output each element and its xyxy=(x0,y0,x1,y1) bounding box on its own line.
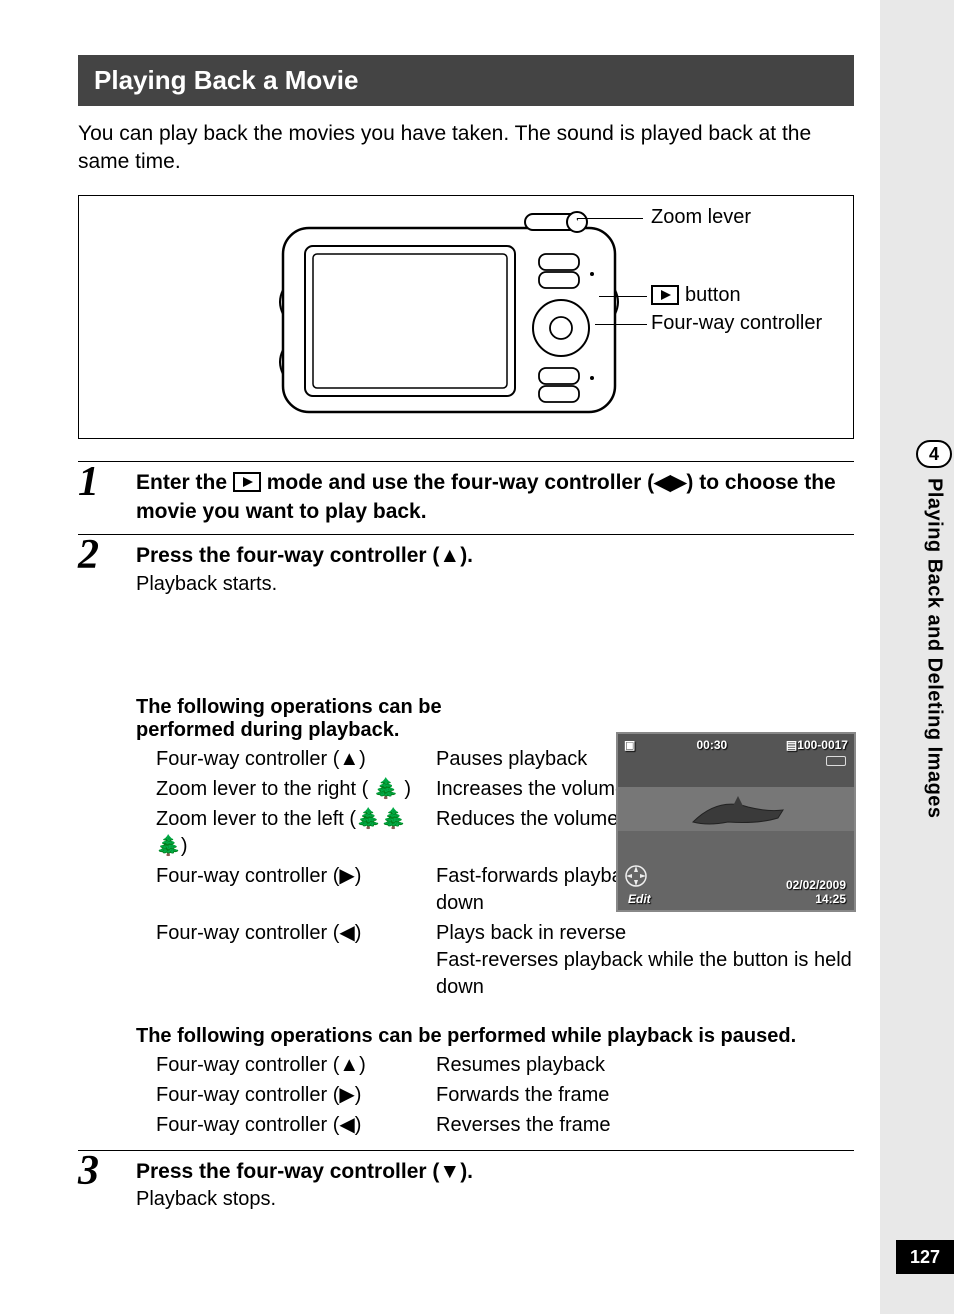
op-action: Forwards the frame xyxy=(436,1082,854,1109)
op-control: Four-way controller (▲) xyxy=(156,1052,436,1079)
callout-line xyxy=(595,324,647,326)
step-1: 1 Enter the mode and use the four-way co… xyxy=(78,461,854,527)
lcd-top-row: ▣ 00:30 ▤100-0017 xyxy=(618,734,854,752)
play-icon xyxy=(651,285,679,305)
step-1-title: Enter the mode and use the four-way cont… xyxy=(136,468,854,527)
chapter-label: Playing Back and Deleting Images xyxy=(923,478,946,819)
callout-label: Four-way controller xyxy=(651,312,822,335)
callout-four-way: Four-way controller xyxy=(651,312,822,335)
op-row: Four-way controller (▲)Resumes playback xyxy=(156,1052,854,1079)
lcd-datetime: 02/02/2009 14:25 xyxy=(786,878,846,906)
callout-play-button: button xyxy=(651,284,741,307)
op-control: Zoom lever to the right ( 🌲 ) xyxy=(156,776,436,803)
four-way-icon xyxy=(624,864,648,888)
chapter-side-tab: 4 Playing Back and Deleting Images xyxy=(914,440,954,819)
op-control: Four-way controller (▶) xyxy=(156,1082,436,1109)
playback-ops-heading: The following operations can be performe… xyxy=(136,696,516,742)
paused-ops-table: Four-way controller (▲)Resumes playbackF… xyxy=(136,1052,854,1139)
intro-text: You can play back the movies you have ta… xyxy=(78,120,854,177)
op-action: Resumes playback xyxy=(436,1052,854,1079)
op-row: Four-way controller (▶)Forwards the fram… xyxy=(156,1082,854,1109)
lcd-time: 00:30 xyxy=(696,738,727,752)
op-row: Four-way controller (◀)Plays back in rev… xyxy=(156,920,854,1001)
callout-line xyxy=(599,296,647,298)
callout-zoom-lever: Zoom lever xyxy=(651,206,751,229)
op-control: Four-way controller (◀) xyxy=(156,1112,436,1139)
step-3-sub: Playback stops. xyxy=(136,1188,854,1211)
lcd-file: ▤100-0017 xyxy=(786,738,848,752)
step-3-title: Press the four-way controller (▼). xyxy=(136,1157,854,1186)
lcd-play-icon: ▣ xyxy=(624,738,638,752)
op-action: Reverses the frame xyxy=(436,1112,854,1139)
section-heading: Playing Back a Movie xyxy=(78,55,854,106)
step-number: 1 xyxy=(78,464,118,527)
camera-illustration xyxy=(279,210,619,420)
dolphin-image xyxy=(688,792,788,832)
step-2-sub: Playback starts. xyxy=(136,573,854,596)
op-control: Four-way controller (▲) xyxy=(156,746,436,773)
step-3: 3 Press the four-way controller (▼). Pla… xyxy=(78,1150,854,1211)
chapter-number-badge: 4 xyxy=(916,440,952,468)
op-control: Four-way controller (▶) xyxy=(156,863,436,917)
battery-icon xyxy=(826,756,846,766)
step-2-title: Press the four-way controller (▲). xyxy=(136,541,556,570)
camera-diagram: Zoom lever button Four-way controller xyxy=(78,195,854,439)
lcd-screenshot: ▣ 00:30 ▤100-0017 Edit 02/02/2009 14:25 xyxy=(616,732,856,912)
op-control: Four-way controller (◀) xyxy=(156,920,436,1001)
op-action: Plays back in reverse Fast-reverses play… xyxy=(436,920,854,1001)
paused-ops-heading: The following operations can be performe… xyxy=(136,1025,854,1048)
page-content: Playing Back a Movie You can play back t… xyxy=(0,0,880,1314)
callout-label: Zoom lever xyxy=(651,206,751,229)
callout-label: button xyxy=(685,284,741,307)
callout-line xyxy=(577,218,643,220)
step-number: 2 xyxy=(78,537,118,1141)
op-row: Four-way controller (◀)Reverses the fram… xyxy=(156,1112,854,1139)
step-number: 3 xyxy=(78,1153,118,1211)
lcd-edit-label: Edit xyxy=(628,892,651,906)
play-icon xyxy=(233,472,261,492)
op-control: Zoom lever to the left (🌲🌲🌲) xyxy=(156,806,436,860)
page-number: 127 xyxy=(896,1240,954,1274)
